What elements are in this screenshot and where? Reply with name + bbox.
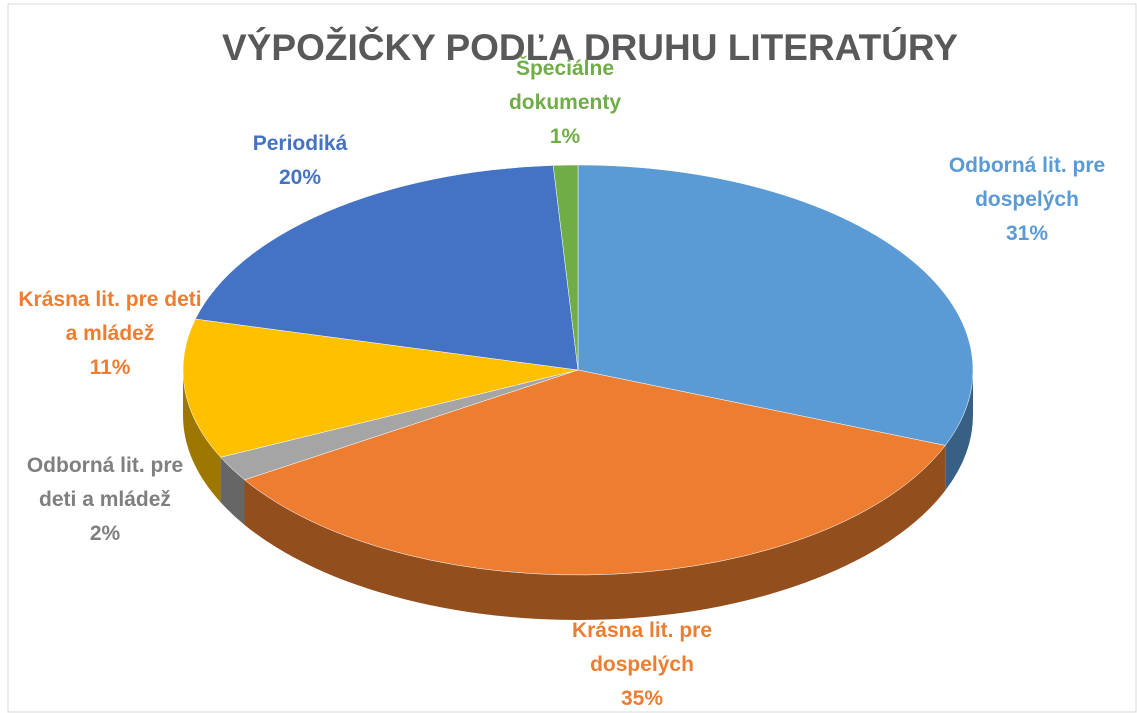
- slice-side: [220, 457, 245, 525]
- data-label-value: 20%: [279, 166, 321, 189]
- slice: [577, 164, 974, 446]
- data-label-name: Špeciálne dokumenty: [509, 56, 621, 114]
- slice-side: [244, 445, 946, 620]
- data-label-name: Odborná lit. pre dospelých: [949, 154, 1105, 211]
- data-label-name: Krásna lit. pre deti a mládež: [18, 288, 201, 345]
- slice: [243, 369, 946, 576]
- slice-side: [183, 370, 221, 503]
- data-label-name: Odborná lit. pre deti a mládež: [27, 454, 183, 511]
- slice: [195, 165, 579, 371]
- data-label-value: 31%: [1006, 222, 1048, 245]
- slice: [552, 164, 579, 371]
- slice-side: [945, 370, 973, 491]
- data-label-name: Krásna lit. pre dospelých: [572, 619, 712, 676]
- data-label-value: 1%: [550, 125, 581, 148]
- data-label-value: 35%: [621, 687, 663, 710]
- data-label-value: 2%: [90, 522, 121, 545]
- data-label-name: Periodiká: [253, 132, 348, 155]
- slice: [182, 318, 579, 458]
- data-label-value: 11%: [90, 356, 131, 379]
- pie: [182, 164, 974, 620]
- chart-title: VÝPOŽIČKY PODĽA DRUHU LITERATÚRY: [222, 26, 958, 68]
